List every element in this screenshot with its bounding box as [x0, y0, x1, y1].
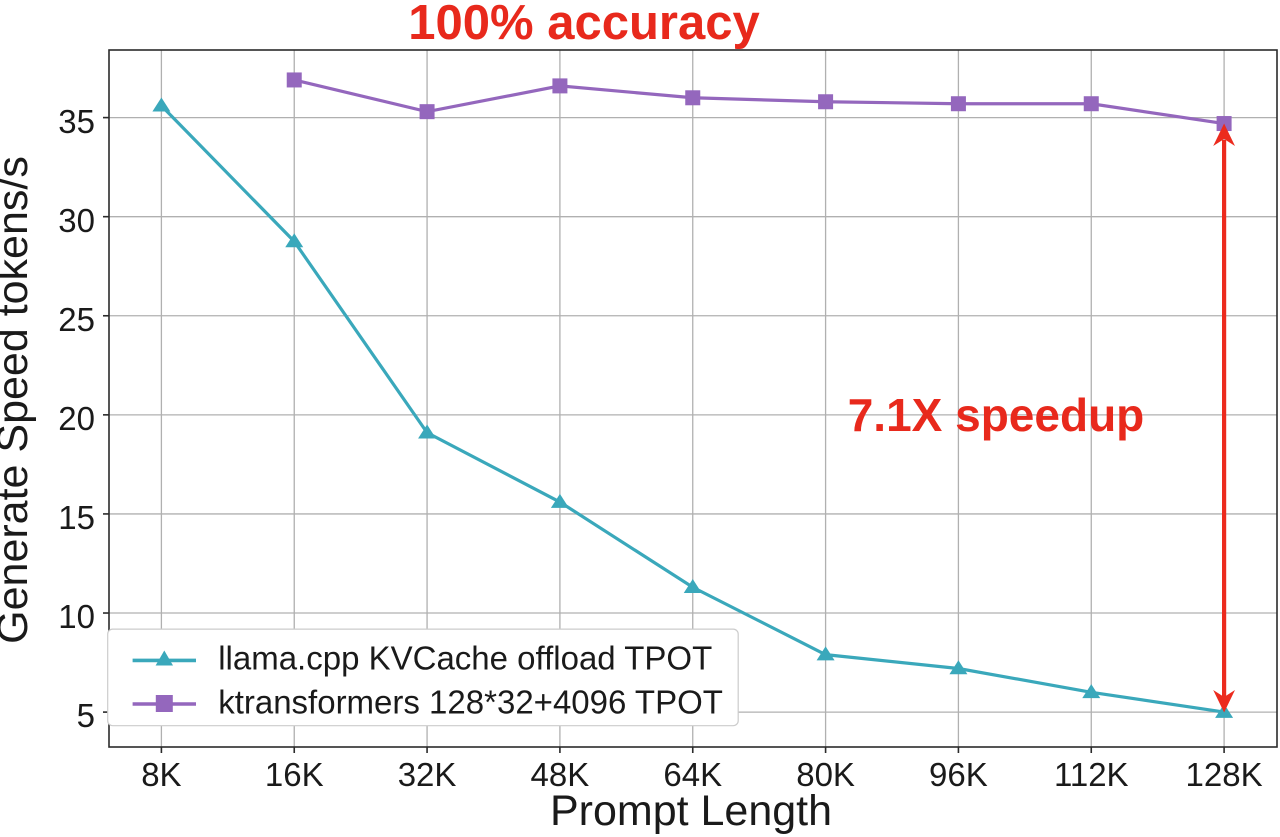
svg-text:8K: 8K — [141, 756, 181, 793]
svg-text:Generate Speed tokens/s: Generate Speed tokens/s — [0, 156, 37, 644]
svg-text:15: 15 — [58, 499, 95, 536]
svg-text:ktransformers 128*32+4096 TPOT: ktransformers 128*32+4096 TPOT — [218, 683, 723, 720]
svg-text:32K: 32K — [398, 756, 457, 793]
svg-text:64K: 64K — [663, 756, 722, 793]
svg-text:25: 25 — [58, 301, 95, 338]
svg-text:30: 30 — [58, 202, 95, 239]
svg-text:16K: 16K — [265, 756, 324, 793]
svg-text:48K: 48K — [531, 756, 590, 793]
svg-text:20: 20 — [58, 400, 95, 437]
svg-text:112K: 112K — [1054, 756, 1129, 793]
svg-text:80K: 80K — [796, 756, 855, 793]
svg-text:128K: 128K — [1186, 756, 1263, 793]
svg-text:35: 35 — [58, 103, 95, 140]
svg-text:10: 10 — [58, 598, 95, 635]
svg-text:96K: 96K — [929, 756, 988, 793]
svg-text:7.1X speedup: 7.1X speedup — [848, 389, 1145, 441]
svg-text:5: 5 — [77, 697, 95, 734]
svg-text:100% accuracy: 100% accuracy — [408, 0, 759, 50]
svg-text:Prompt Length: Prompt Length — [550, 787, 832, 835]
svg-text:llama.cpp KVCache offload TPOT: llama.cpp KVCache offload TPOT — [218, 640, 712, 677]
